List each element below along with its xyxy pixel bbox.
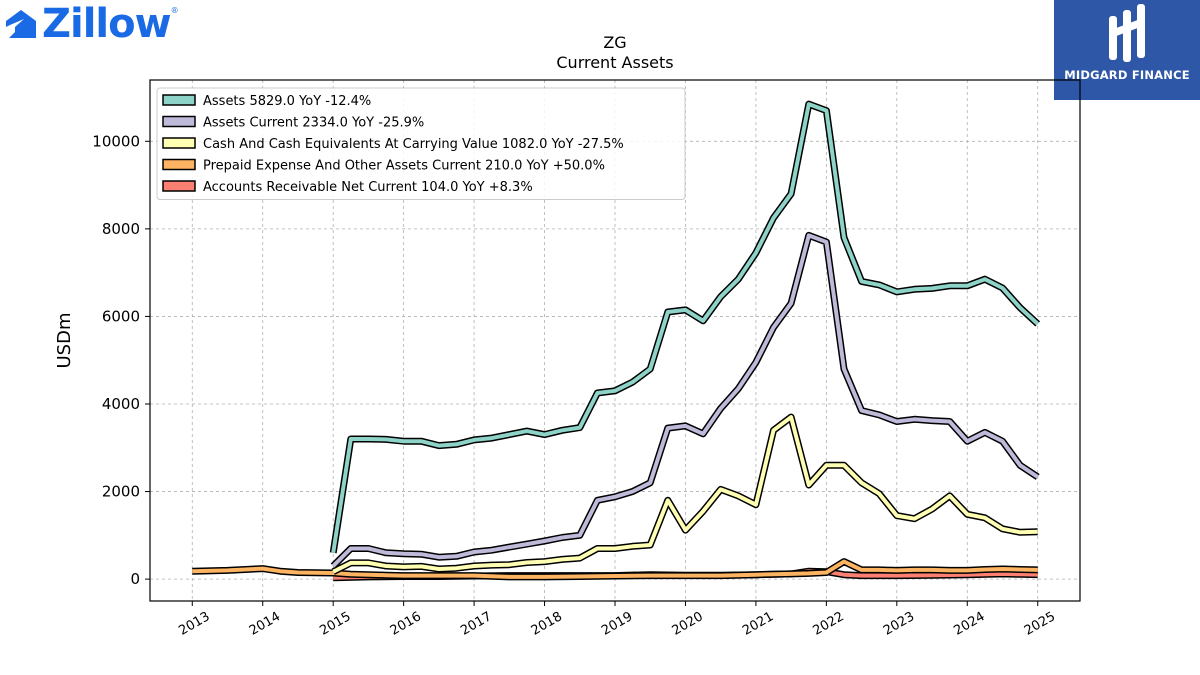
x-tick-label: 2013 — [176, 609, 212, 639]
legend-swatch — [162, 180, 196, 192]
x-tick-label: 2024 — [951, 609, 987, 639]
x-tick-label: 2019 — [599, 609, 635, 639]
series-line — [332, 415, 1038, 574]
legend-swatch — [162, 115, 196, 128]
y-tick-label: 0 — [130, 570, 140, 588]
legend-label: Assets 5829.0 YoY -12.4% — [203, 94, 371, 109]
x-tick-label: 2023 — [881, 609, 917, 639]
chart-title: ZG — [603, 33, 626, 52]
x-tick-label: 2021 — [740, 609, 776, 639]
x-tick-label: 2022 — [811, 609, 847, 639]
y-tick-label: 10000 — [92, 132, 140, 150]
zillow-registered-mark: ® — [170, 5, 179, 15]
x-tick-label: 2017 — [458, 609, 494, 639]
y-tick-label: 4000 — [102, 395, 140, 413]
x-tick-label: 2016 — [388, 609, 424, 639]
zillow-logo: Zillow ® — [4, 4, 179, 44]
y-tick-label: 6000 — [102, 307, 140, 325]
legend-label: Assets Current 2334.0 YoY -25.9% — [203, 116, 424, 131]
x-tick-label: 2015 — [317, 609, 353, 639]
zillow-house-icon — [6, 10, 36, 38]
legend-swatch — [162, 158, 196, 171]
midgard-emblem-icon — [1109, 4, 1145, 62]
legend-swatch — [162, 137, 196, 149]
series-line — [331, 233, 1039, 568]
legend-label: Prepaid Expense And Other Assets Current… — [203, 159, 605, 174]
series-line — [331, 102, 1040, 554]
x-tick-label: 2025 — [1022, 609, 1058, 639]
series-line — [192, 559, 1038, 579]
legend-label: Cash And Cash Equivalents At Carrying Va… — [203, 137, 624, 152]
legend-label: Accounts Receivable Net Current 104.0 Yo… — [203, 180, 533, 195]
chart-subtitle: Current Assets — [556, 53, 673, 72]
midgard-wordmark: MIDGARD FINANCE — [1064, 68, 1190, 82]
zillow-wordmark: Zillow — [42, 1, 172, 47]
y-tick-label: 8000 — [102, 220, 140, 238]
x-tick-label: 2020 — [670, 609, 706, 639]
legend-swatch — [162, 94, 196, 106]
x-tick-label: 2014 — [247, 609, 283, 639]
y-tick-label: 2000 — [102, 483, 140, 501]
y-axis-label: USDm — [54, 313, 75, 369]
midgard-finance-logo: MIDGARD FINANCE — [1054, 0, 1200, 100]
legend-box — [156, 87, 686, 200]
x-tick-label: 2018 — [529, 609, 565, 639]
